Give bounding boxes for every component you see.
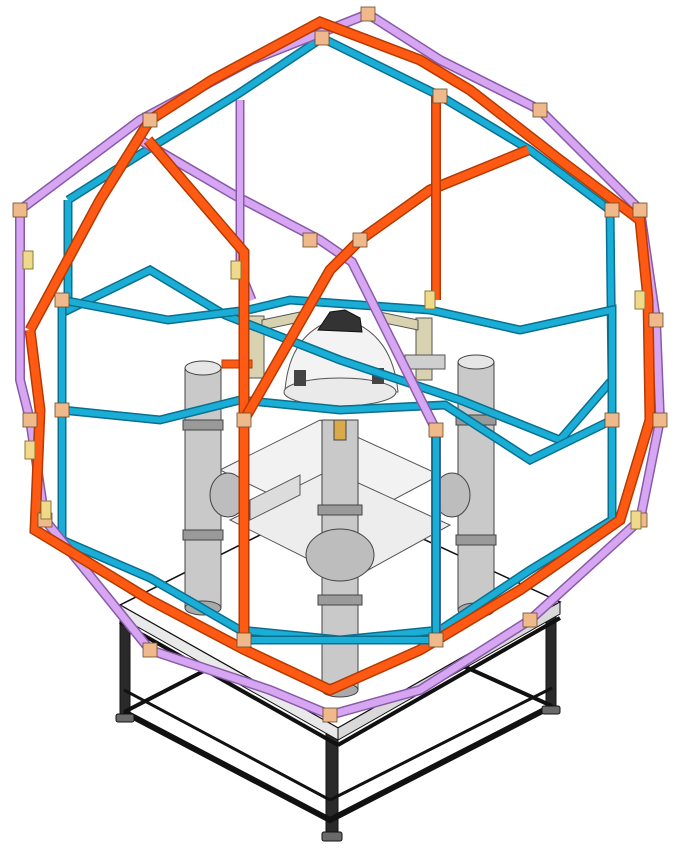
mount-bracket	[24, 440, 36, 460]
orange-frame-inner-left	[143, 136, 250, 640]
joint-plate	[532, 102, 548, 118]
joint-plate	[360, 6, 376, 22]
joint-plate	[428, 422, 444, 438]
frames	[12, 6, 668, 723]
joint-plate	[604, 412, 620, 428]
joint-plate	[54, 292, 70, 308]
mount-bracket	[22, 250, 34, 270]
mount-bracket	[424, 290, 436, 310]
joint-plate	[142, 642, 158, 658]
joint-plate	[22, 412, 38, 428]
mount-bracket	[630, 510, 642, 530]
joint-plate	[604, 202, 620, 218]
joint-plate	[322, 707, 338, 723]
joint-plate	[236, 632, 252, 648]
joint-plate	[648, 312, 664, 328]
joint-plate	[652, 412, 668, 428]
joint-plate	[236, 412, 252, 428]
joint-plate	[352, 232, 368, 248]
joint-plate	[302, 232, 318, 248]
joint-plate	[314, 30, 330, 46]
table-feet	[115, 705, 561, 842]
joint-plate	[142, 112, 158, 128]
joint-plate	[428, 632, 444, 648]
joint-plate	[54, 402, 70, 418]
mount-bracket	[634, 290, 646, 310]
mount-bracket	[40, 500, 52, 520]
mount-bracket	[230, 260, 242, 280]
joint-plate	[12, 202, 28, 218]
joint-plate	[522, 612, 538, 628]
joint-plate	[632, 202, 648, 218]
joint-plate	[432, 88, 448, 104]
orange-frame-outer	[24, 15, 656, 697]
